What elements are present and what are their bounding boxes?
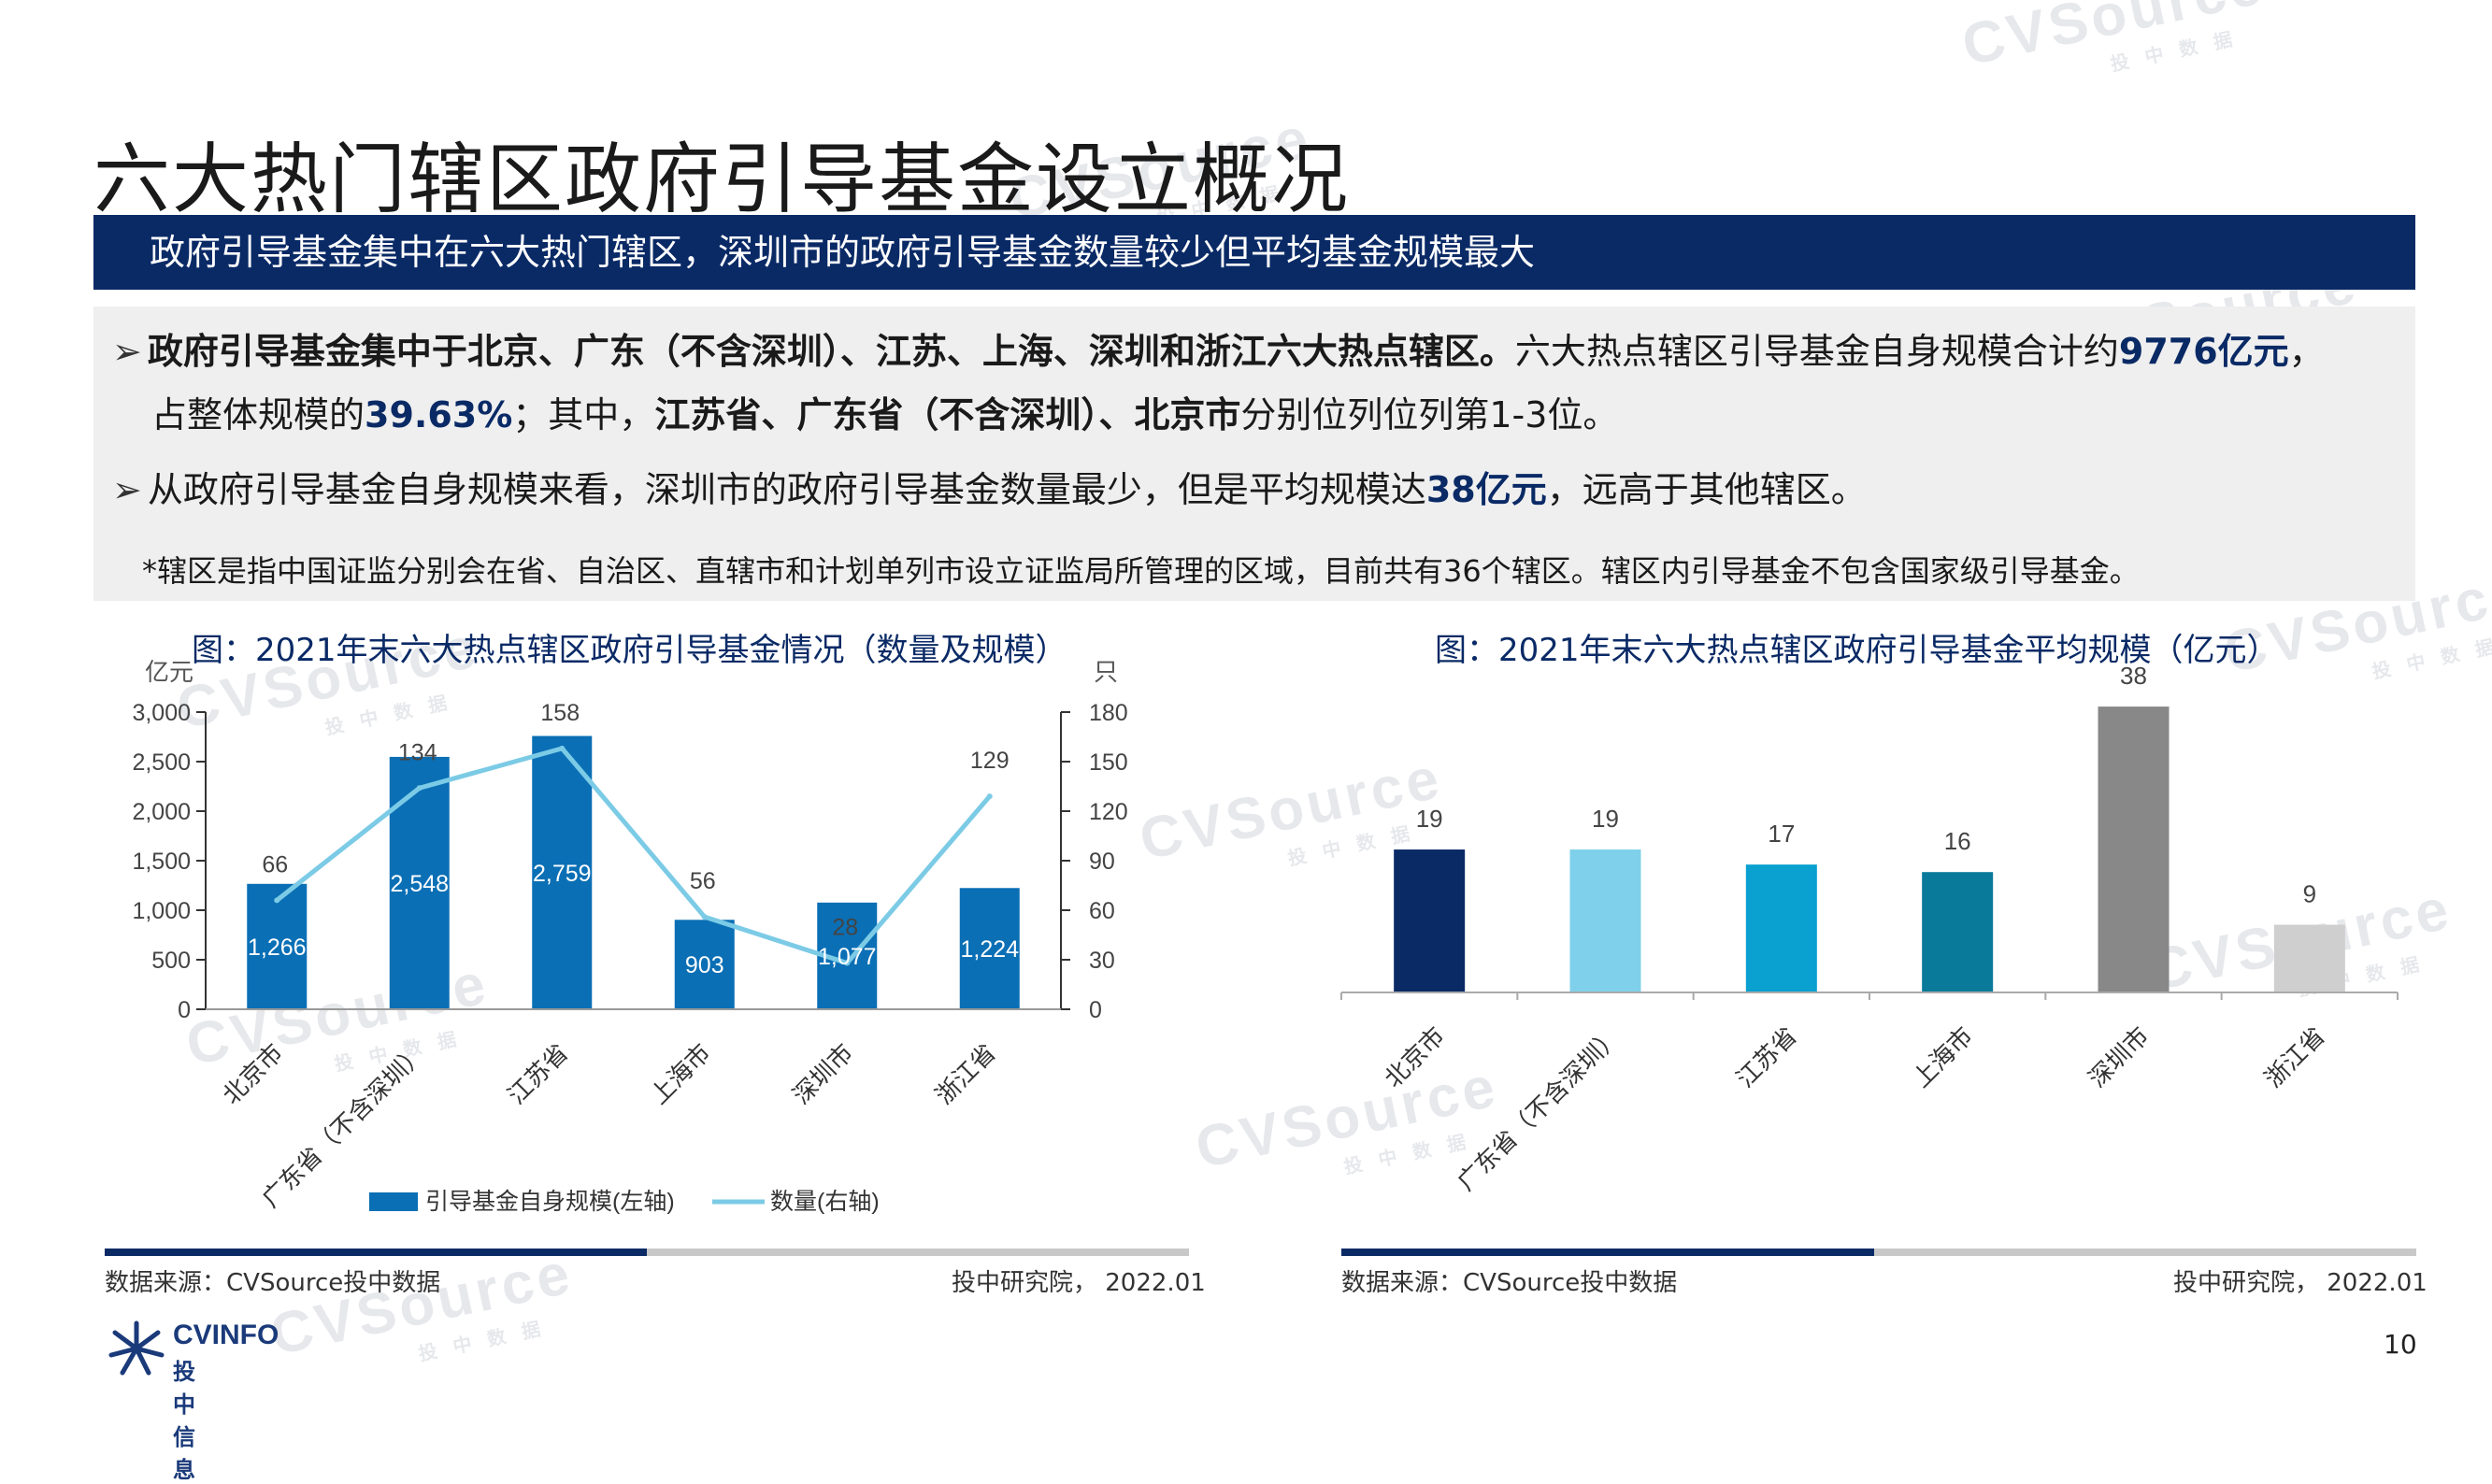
category-label: 江苏省 bbox=[502, 1038, 573, 1109]
count-point bbox=[986, 793, 993, 800]
category-label: 江苏省 bbox=[1731, 1021, 1802, 1092]
source-bar-right-dark bbox=[1341, 1249, 1874, 1256]
avg-bar bbox=[2273, 924, 2345, 992]
chart2-title: 图：2021年末六大热点辖区政府引导基金平均规模（亿元） bbox=[1435, 632, 2279, 669]
category-label: 北京市 bbox=[1379, 1021, 1450, 1092]
category-label: 深圳市 bbox=[2083, 1021, 2154, 1092]
count-label: 28 bbox=[832, 915, 858, 941]
count-label: 66 bbox=[262, 851, 288, 878]
left-tick-label: 1,500 bbox=[132, 849, 191, 875]
count-point bbox=[274, 897, 280, 904]
source-bar-left-light bbox=[647, 1249, 1189, 1256]
avg-bar-label: 19 bbox=[1592, 805, 1619, 833]
bullet-1-continued: 占整体规模的39.63%；其中，江苏省、广东省（不含深圳）、北京市分别位列位列第… bbox=[151, 394, 1619, 435]
avg-bar-label: 19 bbox=[1416, 805, 1443, 833]
left-tick-label: 0 bbox=[178, 997, 191, 1023]
source-left-1: 数据来源：CVSource投中数据 bbox=[105, 1269, 441, 1297]
right-axis-unit: 只 bbox=[1094, 658, 1118, 686]
right-tick-label: 90 bbox=[1089, 849, 1115, 875]
page-title: 六大热门辖区政府引导基金设立概况 bbox=[93, 136, 1351, 224]
category-label: 深圳市 bbox=[787, 1038, 858, 1109]
source-bar-left-dark bbox=[105, 1249, 647, 1256]
logo-mark-icon bbox=[108, 1320, 165, 1376]
avg-bar-label: 17 bbox=[1768, 820, 1795, 848]
bar-value-label: 1,266 bbox=[248, 935, 307, 961]
summary-box: ➢ 政府引导基金集中于北京、广东（不含深圳）、江苏、上海、深圳和浙江六大热点辖区。… bbox=[93, 307, 2415, 601]
source-right-1: 投中研究院， 2022.01 bbox=[952, 1269, 1206, 1297]
count-point bbox=[559, 745, 566, 751]
count-point bbox=[416, 785, 422, 792]
category-label: 广东省（不含深圳） bbox=[256, 1038, 431, 1213]
bar-value-label: 903 bbox=[685, 952, 724, 978]
bar-scale bbox=[247, 883, 308, 1009]
category-label: 上海市 bbox=[1907, 1021, 1978, 1092]
bullet-1: ➢ 政府引导基金集中于北京、广东（不含深圳）、江苏、上海、深圳和浙江六大热点辖区。… bbox=[112, 331, 2325, 372]
avg-bar bbox=[2098, 706, 2170, 992]
left-tick-label: 3,000 bbox=[132, 700, 191, 726]
count-label: 129 bbox=[970, 748, 1010, 774]
count-point bbox=[844, 960, 851, 966]
avg-bar bbox=[1922, 872, 1994, 992]
right-tick-label: 150 bbox=[1089, 749, 1128, 776]
avg-bar-label: 38 bbox=[2120, 662, 2147, 690]
source-bar-right-light bbox=[1874, 1249, 2416, 1256]
chart1-svg: 1,266 2,548 2,759 903 1,077 1,224 66 134 158 56 28… bbox=[132, 658, 1128, 1215]
right-tick-label: 0 bbox=[1089, 997, 1102, 1023]
right-tick-label: 30 bbox=[1089, 948, 1115, 974]
category-label: 北京市 bbox=[217, 1038, 288, 1109]
legend-bar-label: 引导基金自身规模(左轴) bbox=[425, 1189, 675, 1215]
bar-scale bbox=[389, 756, 450, 1009]
source-left-2: 数据来源：CVSource投中数据 bbox=[1341, 1269, 1678, 1297]
bullet-2: ➢ 从政府引导基金自身规模来看，深圳市的政府引导基金数量最少，但是平均规模达38亿… bbox=[112, 469, 1867, 510]
avg-bar bbox=[1394, 849, 1466, 992]
legend-line-label: 数量(右轴) bbox=[770, 1189, 880, 1215]
left-tick-label: 2,000 bbox=[132, 799, 191, 825]
arrow-bullet-icon: ➢ bbox=[112, 331, 142, 372]
bar-value-label: 1,077 bbox=[818, 944, 877, 970]
avg-bar-label: 16 bbox=[1944, 827, 1971, 855]
arrow-bullet-icon: ➢ bbox=[112, 469, 142, 510]
avg-bar bbox=[1569, 849, 1641, 992]
count-line bbox=[275, 746, 992, 966]
right-tick-label: 60 bbox=[1089, 898, 1115, 924]
category-label: 上海市 bbox=[645, 1038, 716, 1109]
key-message-banner: 政府引导基金集中在六大热门辖区，深圳市的政府引导基金数量较少但平均基金规模最大 bbox=[93, 215, 2415, 290]
logo-text-cn: 投中信息 bbox=[173, 1359, 195, 1483]
left-axis-unit: 亿元 bbox=[145, 658, 193, 686]
right-tick-label: 120 bbox=[1089, 799, 1128, 825]
footnote: *辖区是指中国证监分别会在省、自治区、直辖市和计划单列市设立证监局所管理的区域，… bbox=[142, 553, 2140, 589]
bar-value-label: 2,548 bbox=[390, 871, 449, 897]
left-tick-label: 2,500 bbox=[132, 749, 191, 776]
source-right-2: 投中研究院， 2022.01 bbox=[2173, 1269, 2428, 1297]
category-label: 广东省（不含深圳） bbox=[1452, 1021, 1626, 1196]
logo-text-en: CVINFO bbox=[173, 1320, 279, 1350]
bar-scale bbox=[959, 888, 1020, 1009]
avg-bar-label: 9 bbox=[2303, 880, 2316, 908]
right-tick-label: 180 bbox=[1089, 700, 1128, 726]
category-label: 浙江省 bbox=[2259, 1021, 2330, 1092]
page-number: 10 bbox=[2384, 1329, 2417, 1360]
count-label: 158 bbox=[540, 700, 580, 726]
chart2-svg: 19 19 17 16 38 9 北京市 广东省（不含深圳） 江苏省 上海市 深圳市 浙江省 bbox=[1340, 662, 2399, 1196]
bar-scale bbox=[532, 735, 593, 1009]
bar-scale bbox=[674, 920, 735, 1009]
category-label: 浙江省 bbox=[930, 1038, 1001, 1109]
legend-bar-swatch bbox=[369, 1192, 418, 1211]
avg-bar bbox=[1745, 864, 1817, 992]
count-label: 56 bbox=[690, 868, 716, 894]
count-label: 134 bbox=[398, 739, 437, 765]
left-tick-label: 1,000 bbox=[132, 898, 191, 924]
left-tick-label: 500 bbox=[151, 948, 191, 974]
chart1-title: 图：2021年末六大热点辖区政府引导基金情况（数量及规模） bbox=[192, 632, 1067, 669]
bar-value-label: 1,224 bbox=[960, 936, 1019, 963]
count-point bbox=[701, 914, 708, 920]
bar-value-label: 2,759 bbox=[533, 861, 592, 887]
